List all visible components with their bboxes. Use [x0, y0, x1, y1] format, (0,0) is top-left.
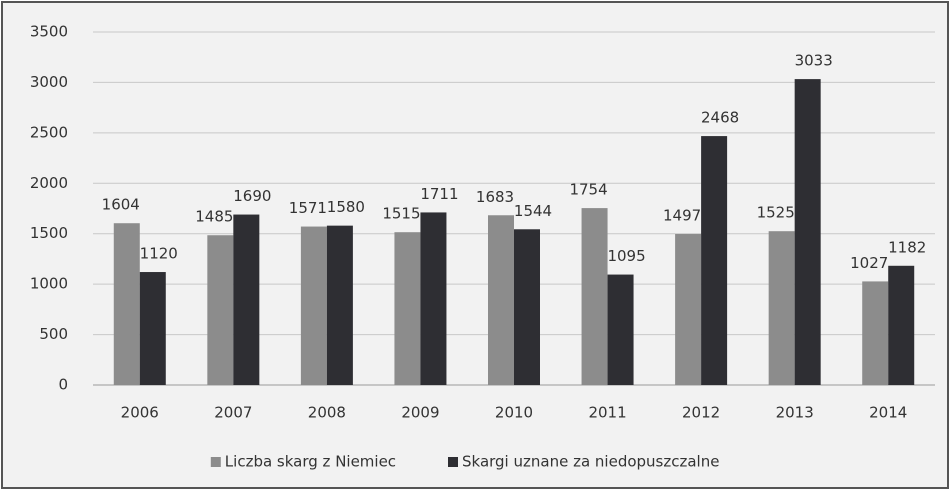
data-label: 1497	[663, 207, 701, 225]
bar	[514, 229, 540, 385]
bar	[139, 272, 166, 385]
y-tick-label: 1000	[30, 275, 68, 293]
x-tick-label: 2014	[869, 404, 907, 422]
legend-swatch	[210, 457, 221, 467]
bar	[326, 225, 353, 385]
data-label: 1544	[514, 202, 552, 220]
x-tick-label: 2006	[121, 404, 159, 422]
bar	[607, 274, 634, 385]
bar	[862, 281, 889, 385]
y-tick-label: 3500	[30, 23, 68, 41]
data-label: 1515	[382, 205, 420, 223]
data-label: 1525	[757, 204, 795, 222]
y-tick-label: 500	[39, 325, 68, 343]
y-tick-label: 1500	[30, 224, 68, 242]
legend-swatch	[448, 457, 458, 467]
bar	[300, 226, 327, 385]
data-label: 1690	[233, 187, 271, 205]
bar	[794, 79, 821, 386]
bar	[113, 223, 140, 385]
x-tick-label: 2008	[308, 404, 346, 422]
data-label: 2468	[701, 109, 739, 127]
x-tick-label: 2011	[588, 404, 626, 422]
bar	[768, 231, 795, 385]
x-tick-label: 2013	[776, 404, 814, 422]
data-label: 1182	[888, 238, 926, 256]
bar	[888, 265, 915, 385]
data-label: 1027	[850, 254, 888, 272]
data-label: 1604	[102, 196, 140, 214]
data-label: 1580	[327, 198, 365, 216]
y-tick-label: 2000	[30, 174, 68, 192]
bar	[394, 232, 421, 385]
x-tick-label: 2009	[401, 404, 439, 422]
y-tick-label: 2500	[30, 123, 68, 141]
y-tick-label: 3000	[30, 73, 68, 91]
bar	[420, 212, 447, 385]
data-label: 3033	[795, 52, 833, 70]
data-label: 1683	[476, 188, 514, 206]
x-tick-label: 2007	[214, 404, 252, 422]
data-label: 1711	[420, 185, 458, 203]
data-label: 1485	[195, 208, 233, 226]
x-tick-label: 2012	[682, 404, 720, 422]
data-label: 1120	[140, 245, 178, 263]
y-tick-label: 0	[58, 376, 68, 394]
x-tick-label: 2010	[495, 404, 533, 422]
legend-label: Liczba skarg z Niemiec	[225, 453, 396, 471]
data-label: 1754	[569, 181, 607, 199]
data-label: 1571	[289, 199, 327, 217]
bar	[675, 234, 702, 385]
bar	[488, 215, 514, 385]
bar	[233, 214, 260, 385]
bar	[207, 235, 234, 385]
legend-label: Skargi uznane za niedopuszczalne	[462, 453, 719, 471]
data-label: 1095	[607, 247, 645, 265]
bar	[581, 208, 608, 385]
bar	[701, 136, 728, 385]
